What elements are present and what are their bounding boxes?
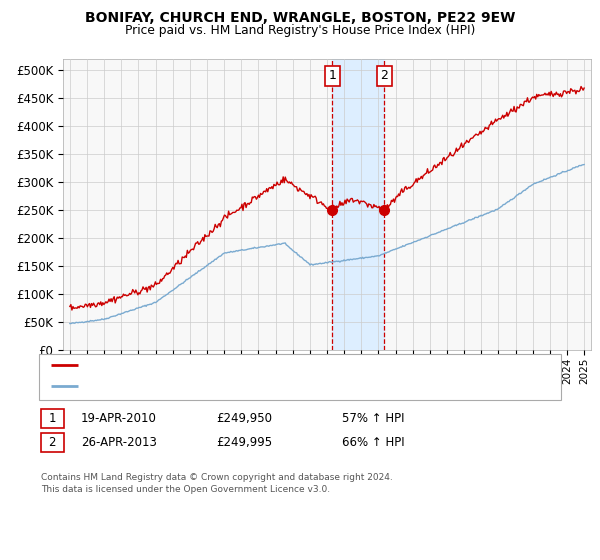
Text: 66% ↑ HPI: 66% ↑ HPI — [342, 436, 404, 449]
Text: Contains HM Land Registry data © Crown copyright and database right 2024.
This d: Contains HM Land Registry data © Crown c… — [41, 473, 392, 494]
Text: £249,995: £249,995 — [216, 436, 272, 449]
Text: HPI: Average price, detached house, Boston: HPI: Average price, detached house, Bost… — [84, 381, 324, 391]
Bar — [332, 59, 384, 350]
Text: 2: 2 — [49, 436, 56, 449]
Text: 19-APR-2010: 19-APR-2010 — [81, 412, 157, 426]
Text: BONIFAY, CHURCH END, WRANGLE, BOSTON, PE22 9EW: BONIFAY, CHURCH END, WRANGLE, BOSTON, PE… — [85, 11, 515, 25]
Text: BONIFAY, CHURCH END, WRANGLE, BOSTON, PE22 9EW (detached house): BONIFAY, CHURCH END, WRANGLE, BOSTON, PE… — [84, 360, 488, 370]
Text: 2: 2 — [380, 69, 388, 82]
Text: £249,950: £249,950 — [216, 412, 272, 426]
Text: 57% ↑ HPI: 57% ↑ HPI — [342, 412, 404, 426]
Text: Price paid vs. HM Land Registry's House Price Index (HPI): Price paid vs. HM Land Registry's House … — [125, 24, 475, 36]
Text: 1: 1 — [328, 69, 336, 82]
Text: 1: 1 — [49, 412, 56, 426]
Text: 26-APR-2013: 26-APR-2013 — [81, 436, 157, 449]
